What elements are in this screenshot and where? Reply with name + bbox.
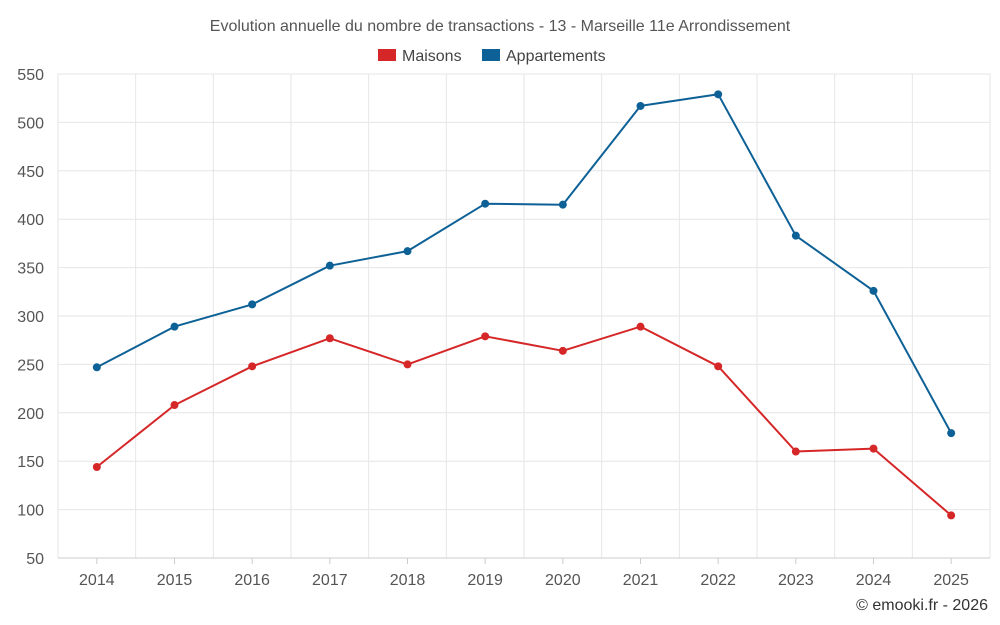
x-tick-label: 2018 <box>390 572 426 589</box>
grid <box>57 73 991 558</box>
data-point-maisons[interactable] <box>791 447 800 456</box>
y-tick-label: 100 <box>17 503 44 520</box>
y-tick-label: 350 <box>17 261 44 278</box>
data-point-appartements[interactable] <box>481 199 490 208</box>
data-point-appartements[interactable] <box>869 286 878 295</box>
legend-label-maisons[interactable]: Maisons <box>402 48 462 65</box>
data-point-maisons[interactable] <box>248 362 257 371</box>
x-tick-label: 2016 <box>234 572 270 589</box>
x-tick-label: 2024 <box>856 572 892 589</box>
y-tick-label: 450 <box>17 164 44 181</box>
data-point-appartements[interactable] <box>325 261 334 270</box>
x-tick-label: 2022 <box>700 572 736 589</box>
data-point-appartements[interactable] <box>636 101 645 110</box>
y-tick-label: 550 <box>17 67 44 84</box>
data-point-appartements[interactable] <box>170 322 179 331</box>
data-point-appartements[interactable] <box>947 429 956 438</box>
data-point-maisons[interactable] <box>170 401 179 410</box>
data-point-appartements[interactable] <box>248 300 257 309</box>
data-point-appartements[interactable] <box>92 363 101 372</box>
chart-title: Evolution annuelle du nombre de transact… <box>210 18 791 35</box>
x-tick-label: 2015 <box>157 572 193 589</box>
x-tick-label: 2017 <box>312 572 348 589</box>
data-point-maisons[interactable] <box>325 334 334 343</box>
legend: Maisons Appartements <box>378 48 606 65</box>
x-tick-label: 2025 <box>933 572 969 589</box>
data-point-maisons[interactable] <box>947 511 956 520</box>
data-point-maisons[interactable] <box>558 346 567 355</box>
y-tick-label: 400 <box>17 212 44 229</box>
series-line-appartements <box>96 93 953 434</box>
y-axis: 550 500 450 400 350 300 250 200 150 100 50 <box>17 67 44 568</box>
y-tick-label: 300 <box>17 309 44 326</box>
data-point-maisons[interactable] <box>636 322 645 331</box>
data-point-maisons[interactable] <box>714 362 723 371</box>
data-point-appartements[interactable] <box>791 231 800 240</box>
data-point-maisons[interactable] <box>92 463 101 472</box>
x-tick-label: 2021 <box>623 572 659 589</box>
legend-label-appartements[interactable]: Appartements <box>506 48 606 65</box>
x-tick-label: 2014 <box>79 572 115 589</box>
y-tick-label: 50 <box>26 551 44 568</box>
series-line-maisons <box>96 325 952 517</box>
data-point-maisons[interactable] <box>481 332 490 341</box>
x-tick-label: 2019 <box>467 572 503 589</box>
legend-swatch-maisons <box>378 49 396 61</box>
x-tick-label: 2023 <box>778 572 814 589</box>
data-point-appartements[interactable] <box>714 90 723 99</box>
credit-text: © emooki.fr - 2026 <box>856 597 988 614</box>
data-point-appartements[interactable] <box>558 200 567 209</box>
x-axis: 2014 2015 2016 2017 2018 2019 2020 2021 2022 2023… <box>58 557 990 589</box>
y-tick-label: 150 <box>17 454 44 471</box>
data-point-maisons[interactable] <box>403 360 412 369</box>
y-tick-label: 200 <box>17 406 44 423</box>
data-point-appartements[interactable] <box>403 247 412 256</box>
y-tick-label: 500 <box>17 115 44 132</box>
data-point-maisons[interactable] <box>869 444 878 453</box>
series <box>92 90 956 520</box>
legend-swatch-appartements <box>482 49 500 61</box>
x-tick-label: 2020 <box>545 572 581 589</box>
y-tick-label: 250 <box>17 357 44 374</box>
